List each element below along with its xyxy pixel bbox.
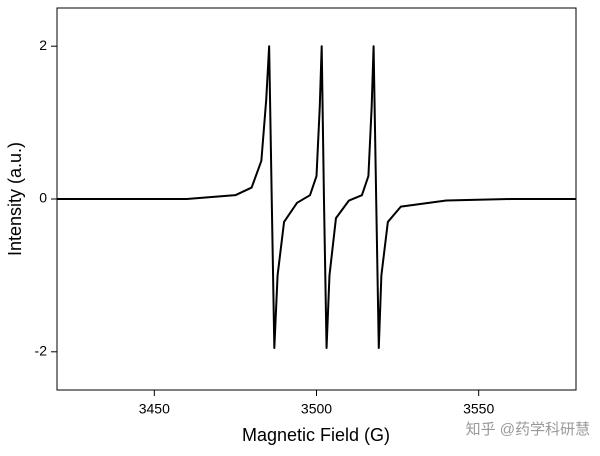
y-tick-label: 2 xyxy=(39,37,47,53)
y-tick-label: -2 xyxy=(35,343,48,359)
spectrum-line xyxy=(57,45,576,349)
y-tick-label: 0 xyxy=(39,190,47,206)
x-tick-label: 3500 xyxy=(301,401,332,417)
x-axis-label: Magnetic Field (G) xyxy=(242,425,390,445)
x-tick-label: 3450 xyxy=(139,401,170,417)
x-tick-label: 3550 xyxy=(463,401,494,417)
watermark: 知乎 @药学科研慧 xyxy=(466,421,590,438)
y-axis-label: Intensity (a.u.) xyxy=(5,142,25,256)
